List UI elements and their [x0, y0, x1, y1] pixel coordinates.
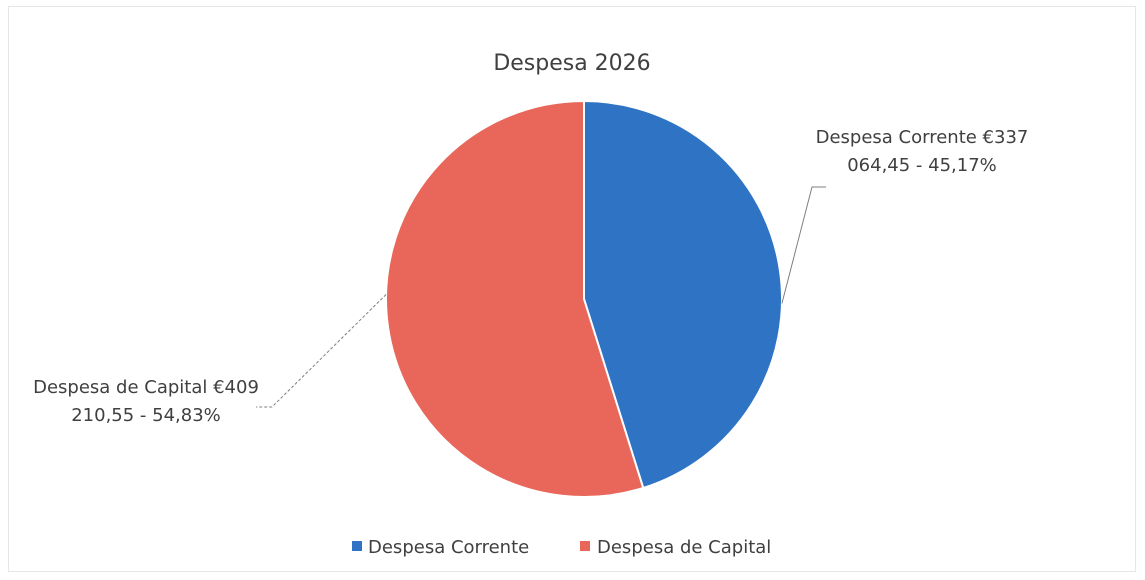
legend: Despesa Corrente Despesa de Capital	[352, 537, 771, 558]
leader-line-despesa-de-capital	[256, 294, 387, 408]
legend-swatch-despesa-corrente	[352, 541, 362, 551]
data-label-despesa-corrente-line1: Despesa Corrente €337	[816, 127, 1029, 148]
legend-label-despesa-de-capital: Despesa de Capital	[597, 537, 771, 558]
legend-swatch-despesa-de-capital	[580, 541, 590, 551]
pie-slice-despesa-corrente	[583, 99, 783, 490]
legend-label-despesa-corrente: Despesa Corrente	[368, 537, 529, 558]
data-label-despesa-corrente-line2: 064,45 - 45,17%	[847, 155, 997, 176]
pie-slice-despesa-de-capital	[385, 99, 645, 498]
chart-title: Despesa 2026	[493, 51, 650, 76]
pie-slices	[385, 99, 783, 498]
leader-line-despesa-corrente	[781, 186, 826, 304]
data-label-despesa-de-capital-line2: 210,55 - 54,83%	[71, 405, 221, 426]
data-label-despesa-de-capital-line1: Despesa de Capital €409	[33, 377, 259, 398]
